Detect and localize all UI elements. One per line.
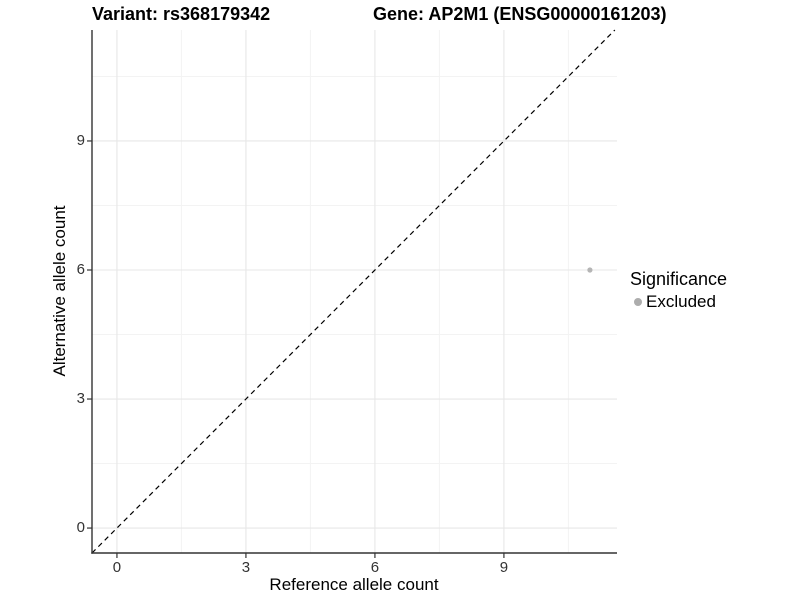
x-tick-label: 9 bbox=[499, 559, 509, 576]
data-point bbox=[587, 267, 593, 273]
legend: Significance Excluded bbox=[630, 268, 727, 312]
y-axis-label: Alternative allele count bbox=[50, 205, 69, 377]
identity-reference-line bbox=[91, 29, 616, 554]
legend-key-dot-icon bbox=[630, 294, 646, 310]
y-tick-label: 3 bbox=[76, 390, 85, 408]
legend-title: Significance bbox=[630, 269, 728, 289]
legend-item-label: Excluded bbox=[646, 292, 716, 311]
legend-item: Excluded bbox=[630, 292, 727, 312]
x-axis-label: Reference allele count bbox=[269, 575, 439, 594]
y-tick-label: 9 bbox=[76, 131, 85, 149]
x-tick-label: 3 bbox=[241, 559, 251, 576]
x-tick-label: 6 bbox=[370, 559, 380, 576]
y-tick-label: 6 bbox=[76, 260, 85, 278]
y-tick-label: 0 bbox=[76, 519, 85, 537]
x-tick-label: 0 bbox=[112, 559, 122, 576]
variant-title: Variant: rs368179342 bbox=[92, 4, 271, 24]
legend-items: Excluded bbox=[630, 292, 727, 312]
gene-title: Gene: AP2M1 (ENSG00000161203) bbox=[373, 4, 667, 24]
